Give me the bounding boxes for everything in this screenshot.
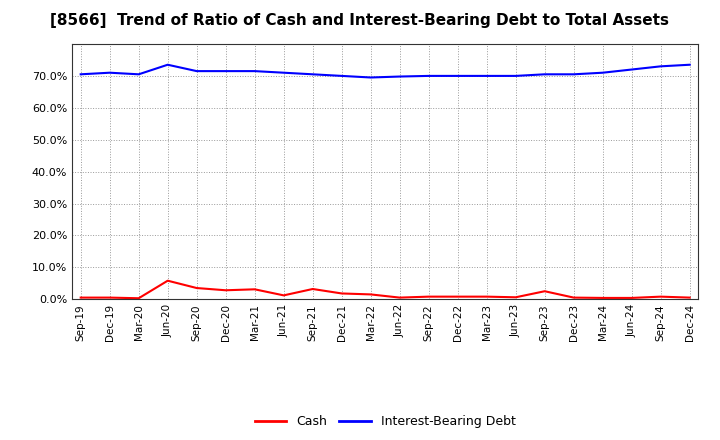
Cash <box>541 289 549 294</box>
Interest-Bearing Debt <box>395 74 404 79</box>
Interest-Bearing Debt <box>424 73 433 78</box>
Interest-Bearing Debt <box>135 72 143 77</box>
Cash <box>76 295 85 300</box>
Cash <box>511 295 520 300</box>
Cash <box>598 295 607 301</box>
Interest-Bearing Debt <box>541 72 549 77</box>
Interest-Bearing Debt <box>657 64 665 69</box>
Interest-Bearing Debt <box>279 70 288 75</box>
Cash <box>482 294 491 299</box>
Cash <box>395 295 404 300</box>
Cash <box>251 287 259 292</box>
Cash <box>366 292 375 297</box>
Interest-Bearing Debt <box>338 73 346 78</box>
Cash <box>279 293 288 298</box>
Cash <box>135 296 143 301</box>
Cash <box>338 291 346 296</box>
Cash <box>627 295 636 301</box>
Interest-Bearing Debt <box>105 70 114 75</box>
Interest-Bearing Debt <box>366 75 375 80</box>
Interest-Bearing Debt <box>627 67 636 72</box>
Cash <box>424 294 433 299</box>
Interest-Bearing Debt <box>482 73 491 78</box>
Cash <box>685 295 694 300</box>
Interest-Bearing Debt <box>570 72 578 77</box>
Cash <box>657 294 665 299</box>
Cash <box>454 294 462 299</box>
Interest-Bearing Debt <box>308 72 317 77</box>
Cash <box>163 278 172 283</box>
Cash <box>308 286 317 292</box>
Cash <box>105 295 114 300</box>
Line: Cash: Cash <box>81 281 690 298</box>
Line: Interest-Bearing Debt: Interest-Bearing Debt <box>81 65 690 77</box>
Cash <box>221 288 230 293</box>
Interest-Bearing Debt <box>454 73 462 78</box>
Interest-Bearing Debt <box>511 73 520 78</box>
Interest-Bearing Debt <box>163 62 172 67</box>
Legend: Cash, Interest-Bearing Debt: Cash, Interest-Bearing Debt <box>250 411 521 433</box>
Interest-Bearing Debt <box>685 62 694 67</box>
Cash <box>192 286 201 291</box>
Interest-Bearing Debt <box>251 69 259 74</box>
Interest-Bearing Debt <box>221 69 230 74</box>
Interest-Bearing Debt <box>598 70 607 75</box>
Text: [8566]  Trend of Ratio of Cash and Interest-Bearing Debt to Total Assets: [8566] Trend of Ratio of Cash and Intere… <box>50 13 670 28</box>
Interest-Bearing Debt <box>192 69 201 74</box>
Cash <box>570 295 578 300</box>
Interest-Bearing Debt <box>76 72 85 77</box>
